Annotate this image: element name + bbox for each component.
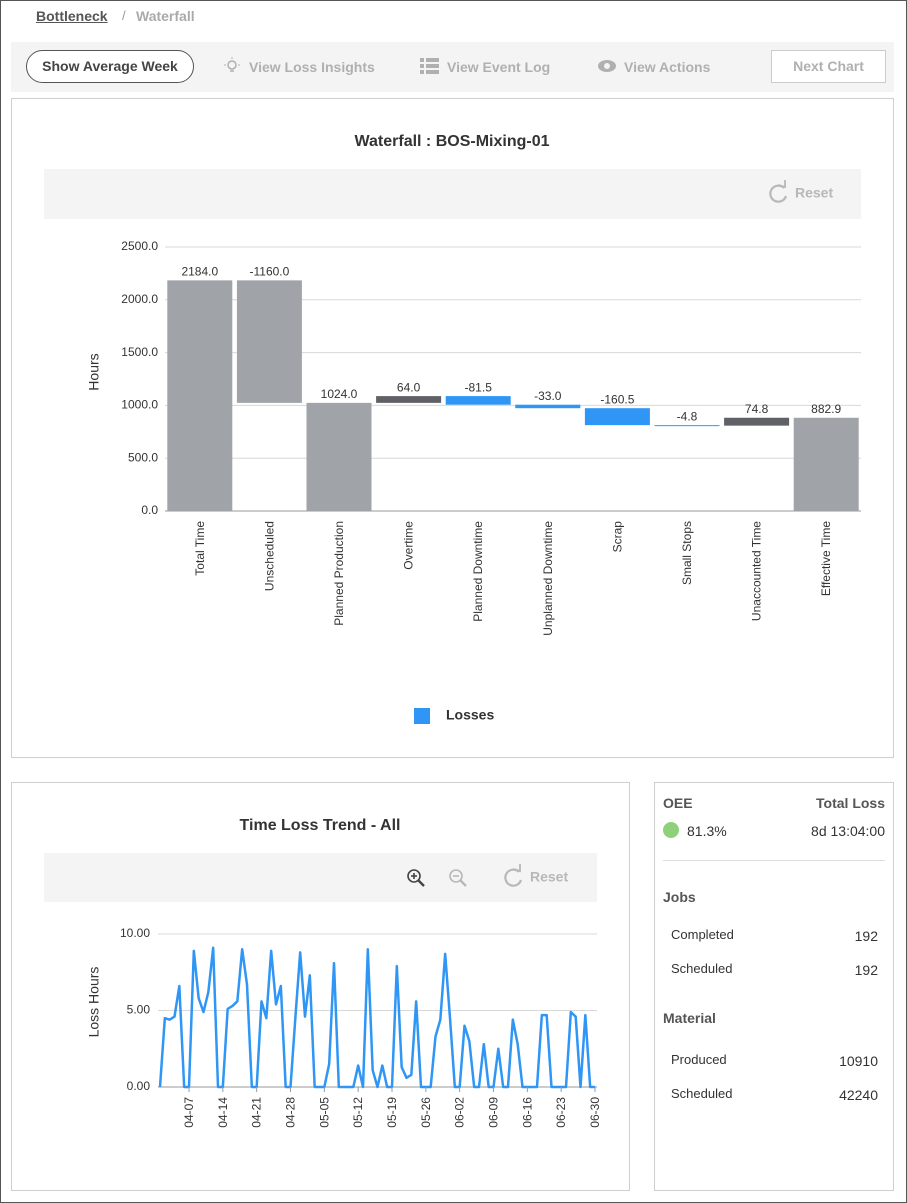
event-log-button[interactable]: View Event Log (447, 59, 551, 75)
value-label: 882.9 (811, 402, 841, 416)
oee-status-dot (663, 822, 679, 838)
chart-title: Time Loss Trend - All (240, 817, 401, 834)
x-tick-label: Scrap (610, 521, 624, 553)
x-tick-label: Planned Downtime (471, 521, 485, 622)
material-label: Scheduled (671, 1086, 733, 1101)
average-week-button[interactable]: Show Average Week (26, 50, 194, 83)
total-loss-label: Total Loss (816, 795, 885, 811)
x-tick-label: 04-14 (216, 1097, 230, 1128)
y-tick-label: 500.0 (128, 450, 158, 464)
loss-insights-button[interactable]: View Loss Insights (249, 59, 375, 75)
oee-value: 81.3% (687, 823, 727, 839)
y-tick-label: 2500.0 (121, 239, 158, 253)
x-tick-label: 05-12 (351, 1097, 365, 1128)
value-label: -81.5 (465, 380, 493, 394)
bar (376, 396, 442, 403)
total-loss-value: 8d 13:04:00 (811, 823, 885, 839)
zoom-in-icon[interactable] (407, 869, 425, 887)
value-label: 64.0 (397, 380, 421, 394)
next-chart-button[interactable]: Next Chart (771, 50, 886, 83)
bulb-icon (224, 57, 240, 72)
chart-toolbar (44, 169, 861, 219)
x-tick-label: Unplanned Downtime (541, 521, 555, 636)
divider (663, 860, 885, 861)
breadcrumb-current: Waterfall (136, 8, 195, 24)
x-tick-label: 06-30 (588, 1097, 602, 1128)
bar (306, 402, 372, 511)
y-axis-label: Loss Hours (86, 967, 102, 1038)
jobs-value: 192 (854, 928, 878, 944)
x-tick-label: Small Stops (680, 521, 694, 585)
jobs-value: 192 (854, 962, 878, 978)
x-tick-label: 05-26 (419, 1097, 433, 1128)
x-tick-label: Overtime (402, 521, 416, 570)
reset-button[interactable]: Reset (795, 185, 833, 201)
x-tick-label: Total Time (193, 521, 207, 576)
x-tick-label: 06-16 (520, 1097, 534, 1128)
bar (236, 280, 302, 403)
jobs-label: Scheduled (671, 961, 733, 976)
bar (654, 425, 720, 427)
eye-icon (598, 60, 616, 72)
zoom-out-icon[interactable] (449, 869, 467, 887)
y-axis-label: Hours (86, 353, 102, 390)
x-tick-label: 06-23 (554, 1097, 568, 1128)
jobs-label: Completed (671, 927, 734, 942)
summary-panel: OEE Total Loss 81.3% 8d 13:04:00 Jobs Co… (654, 782, 894, 1191)
x-tick-label: 05-19 (385, 1097, 399, 1128)
x-tick-label: Planned Production (332, 521, 346, 626)
value-label: -1160.0 (249, 265, 289, 279)
x-tick-label: Unaccounted Time (750, 521, 764, 621)
breadcrumb-separator: / (122, 8, 126, 23)
value-label: -160.5 (600, 392, 634, 406)
jobs-title: Jobs (663, 889, 696, 905)
y-tick-label: 0.00 (127, 1079, 151, 1093)
x-tick-label: 06-09 (487, 1097, 501, 1128)
x-tick-label: Unscheduled (262, 521, 276, 591)
value-label: 1024.0 (321, 387, 358, 401)
value-label: 2184.0 (181, 265, 218, 279)
actions-button[interactable]: View Actions (624, 59, 711, 75)
bar (584, 408, 650, 426)
reset-button[interactable]: Reset (530, 869, 568, 885)
x-tick-label: 04-21 (250, 1097, 264, 1128)
bar (167, 280, 233, 511)
y-tick-label: 5.00 (127, 1003, 151, 1017)
material-title: Material (663, 1010, 716, 1026)
value-label: 74.8 (745, 402, 769, 416)
y-tick-label: 0.0 (141, 503, 158, 517)
y-tick-label: 1000.0 (121, 398, 158, 412)
bar (515, 404, 581, 409)
x-tick-label: 06-02 (453, 1097, 467, 1128)
legend-swatch (414, 708, 430, 724)
legend-label: Losses (446, 707, 494, 723)
value-label: -33.0 (534, 389, 562, 403)
bar (724, 417, 790, 426)
y-tick-label: 10.00 (120, 926, 150, 940)
oee-label: OEE (663, 795, 693, 811)
breadcrumb-link[interactable]: Bottleneck (36, 8, 108, 24)
material-label: Produced (671, 1052, 727, 1067)
waterfall-panel (11, 98, 894, 758)
toolbar: Show Average Week View Loss Insights Vie… (11, 42, 894, 92)
x-tick-label: Effective Time (819, 521, 833, 596)
material-value: 42240 (839, 1087, 878, 1103)
chart-title: Waterfall : BOS-Mixing-01 (355, 133, 550, 150)
y-tick-label: 2000.0 (121, 292, 158, 306)
bar (793, 417, 859, 511)
bar (445, 396, 511, 405)
value-label: -4.8 (677, 409, 698, 423)
y-tick-label: 1500.0 (121, 345, 158, 359)
x-tick-label: 04-28 (284, 1097, 298, 1128)
material-value: 10910 (839, 1053, 878, 1069)
x-tick-label: 04-07 (182, 1097, 196, 1128)
x-tick-label: 05-05 (317, 1097, 331, 1128)
reset-icon[interactable] (769, 180, 788, 203)
reset-icon[interactable] (504, 864, 523, 887)
line (158, 946, 595, 1089)
list-icon (420, 58, 439, 74)
trend-panel (11, 782, 630, 1191)
